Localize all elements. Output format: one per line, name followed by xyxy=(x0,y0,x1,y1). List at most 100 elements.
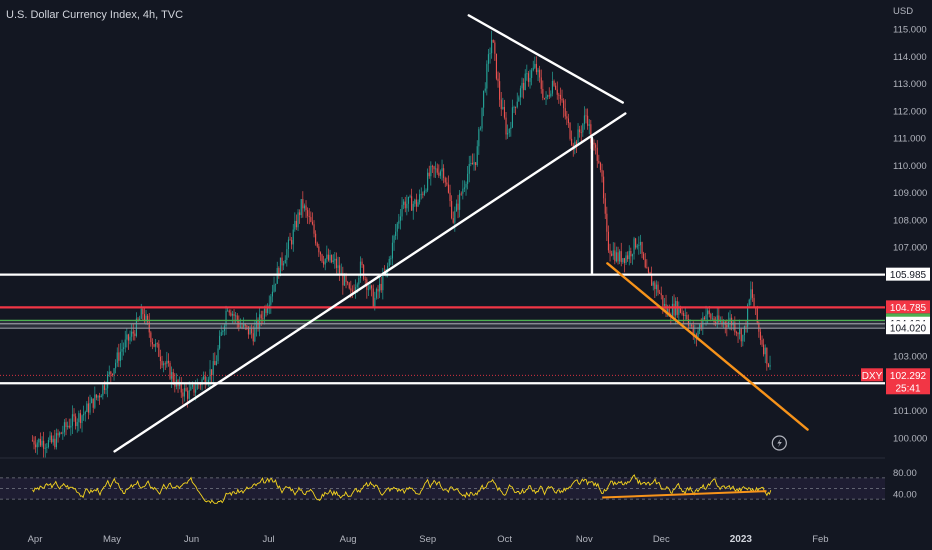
label-104785-box xyxy=(886,300,930,314)
candle-body xyxy=(187,390,189,399)
candle-body xyxy=(655,284,657,290)
candle-body xyxy=(529,77,531,82)
candle-body xyxy=(729,317,731,322)
candle-body xyxy=(401,204,403,217)
candle-body xyxy=(113,368,115,375)
candle-body xyxy=(220,332,222,336)
candle-body xyxy=(308,216,310,218)
candle-body xyxy=(345,275,347,282)
candle-body xyxy=(403,201,405,205)
falling-orange-trendline xyxy=(606,262,809,431)
candle-body xyxy=(558,94,560,96)
candle-body xyxy=(716,315,718,324)
time-tick: Aug xyxy=(340,534,357,545)
candle-body xyxy=(265,308,267,313)
candle-body xyxy=(399,216,401,221)
candle-body xyxy=(540,77,542,89)
candle-body xyxy=(126,334,128,340)
candle-body xyxy=(427,172,429,191)
candle-body xyxy=(494,42,496,54)
candle-body xyxy=(719,321,721,323)
candle-body xyxy=(425,190,427,192)
candle-body xyxy=(323,261,325,265)
candle-body xyxy=(414,199,416,204)
candle-body xyxy=(262,318,264,320)
candle-body xyxy=(332,260,334,263)
candle-body xyxy=(559,94,561,99)
candle-body xyxy=(55,433,57,448)
candle-body xyxy=(207,379,209,383)
candle-body xyxy=(196,383,198,390)
candle-body xyxy=(505,117,507,135)
candle-body xyxy=(107,374,109,389)
candle-body xyxy=(407,196,409,204)
candle-body xyxy=(521,82,523,89)
candle-body xyxy=(718,315,720,322)
candle-body xyxy=(451,201,453,219)
candle-body xyxy=(460,193,462,195)
candle-body xyxy=(534,63,536,68)
candle-body xyxy=(731,317,733,326)
candle-body xyxy=(310,217,312,222)
candle-body xyxy=(219,335,221,349)
candle-body xyxy=(148,321,150,333)
candle-body xyxy=(363,265,365,280)
candle-body xyxy=(647,268,649,273)
candle-body xyxy=(500,99,502,109)
candle-body xyxy=(609,250,611,254)
candle-body xyxy=(271,291,273,297)
candle-body xyxy=(86,403,88,412)
candle-body xyxy=(423,190,425,195)
candle-body xyxy=(697,330,699,337)
candle-body xyxy=(204,376,206,385)
candle-body xyxy=(740,328,742,342)
candle-body xyxy=(191,384,193,387)
candle-body xyxy=(123,347,125,349)
candle-body xyxy=(596,147,598,161)
candle-body xyxy=(598,160,600,163)
price-tick: 100.000 xyxy=(893,433,927,444)
candle-body xyxy=(635,238,637,248)
label-104020-box xyxy=(886,321,930,335)
candle-body xyxy=(492,39,494,43)
price-tick: 114.000 xyxy=(893,52,927,63)
candle-body xyxy=(83,413,85,416)
candle-body xyxy=(449,192,451,202)
candle-body xyxy=(348,283,350,289)
candle-body xyxy=(319,252,321,255)
candle-body xyxy=(233,313,235,316)
candle-body xyxy=(607,231,609,251)
candle-body xyxy=(374,297,376,307)
candle-body xyxy=(307,210,309,217)
candle-body xyxy=(105,388,107,390)
time-tick: Jul xyxy=(262,534,274,545)
candle-body xyxy=(711,318,713,320)
candle-body xyxy=(139,318,141,320)
candle-body xyxy=(503,107,505,118)
candle-body xyxy=(331,254,333,263)
candle-body xyxy=(611,253,613,256)
price-tick: 109.000 xyxy=(893,188,927,199)
candle-body xyxy=(259,314,261,328)
candle-body xyxy=(623,258,625,264)
candle-body xyxy=(39,438,41,446)
candle-body xyxy=(99,395,101,398)
candle-body xyxy=(227,310,229,312)
candle-body xyxy=(619,251,621,262)
candle-body xyxy=(761,340,763,345)
candle-body xyxy=(164,363,166,365)
candle-body xyxy=(532,67,534,71)
candle-body xyxy=(335,258,337,268)
candle-body xyxy=(700,324,702,328)
time-tick: 2023 xyxy=(730,534,753,545)
candle-body xyxy=(239,326,241,328)
candle-body xyxy=(150,332,152,343)
candle-body xyxy=(377,289,379,292)
candle-body xyxy=(209,369,211,380)
price-axis-currency: USD xyxy=(893,6,913,17)
candle-body xyxy=(281,257,283,266)
candle-body xyxy=(97,395,99,398)
label-105985-box xyxy=(886,267,930,281)
candle-body xyxy=(585,115,587,117)
